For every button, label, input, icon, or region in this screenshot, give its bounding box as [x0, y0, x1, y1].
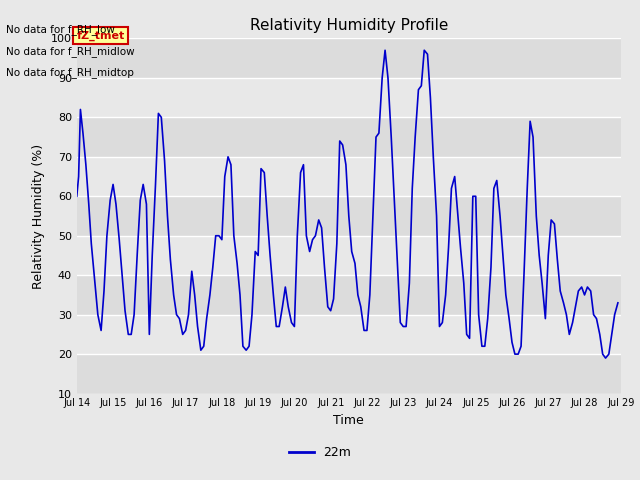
Y-axis label: Relativity Humidity (%): Relativity Humidity (%)	[33, 144, 45, 288]
Bar	[77, 236, 621, 275]
Bar	[77, 78, 621, 117]
Bar	[77, 196, 621, 236]
Bar	[77, 275, 621, 315]
Title: Relativity Humidity Profile: Relativity Humidity Profile	[250, 18, 448, 33]
Bar	[77, 157, 621, 196]
Bar	[77, 38, 621, 78]
Bar	[77, 354, 621, 394]
Text: No data for f_RH_low: No data for f_RH_low	[6, 24, 115, 35]
Text: fZ_tmet: fZ_tmet	[77, 30, 125, 41]
X-axis label: Time: Time	[333, 414, 364, 427]
Text: No data for f_RH_midtop: No data for f_RH_midtop	[6, 67, 134, 78]
Legend: 22m: 22m	[284, 441, 356, 464]
Bar	[77, 117, 621, 157]
Bar	[77, 315, 621, 354]
Text: No data for f_RH_midlow: No data for f_RH_midlow	[6, 46, 135, 57]
